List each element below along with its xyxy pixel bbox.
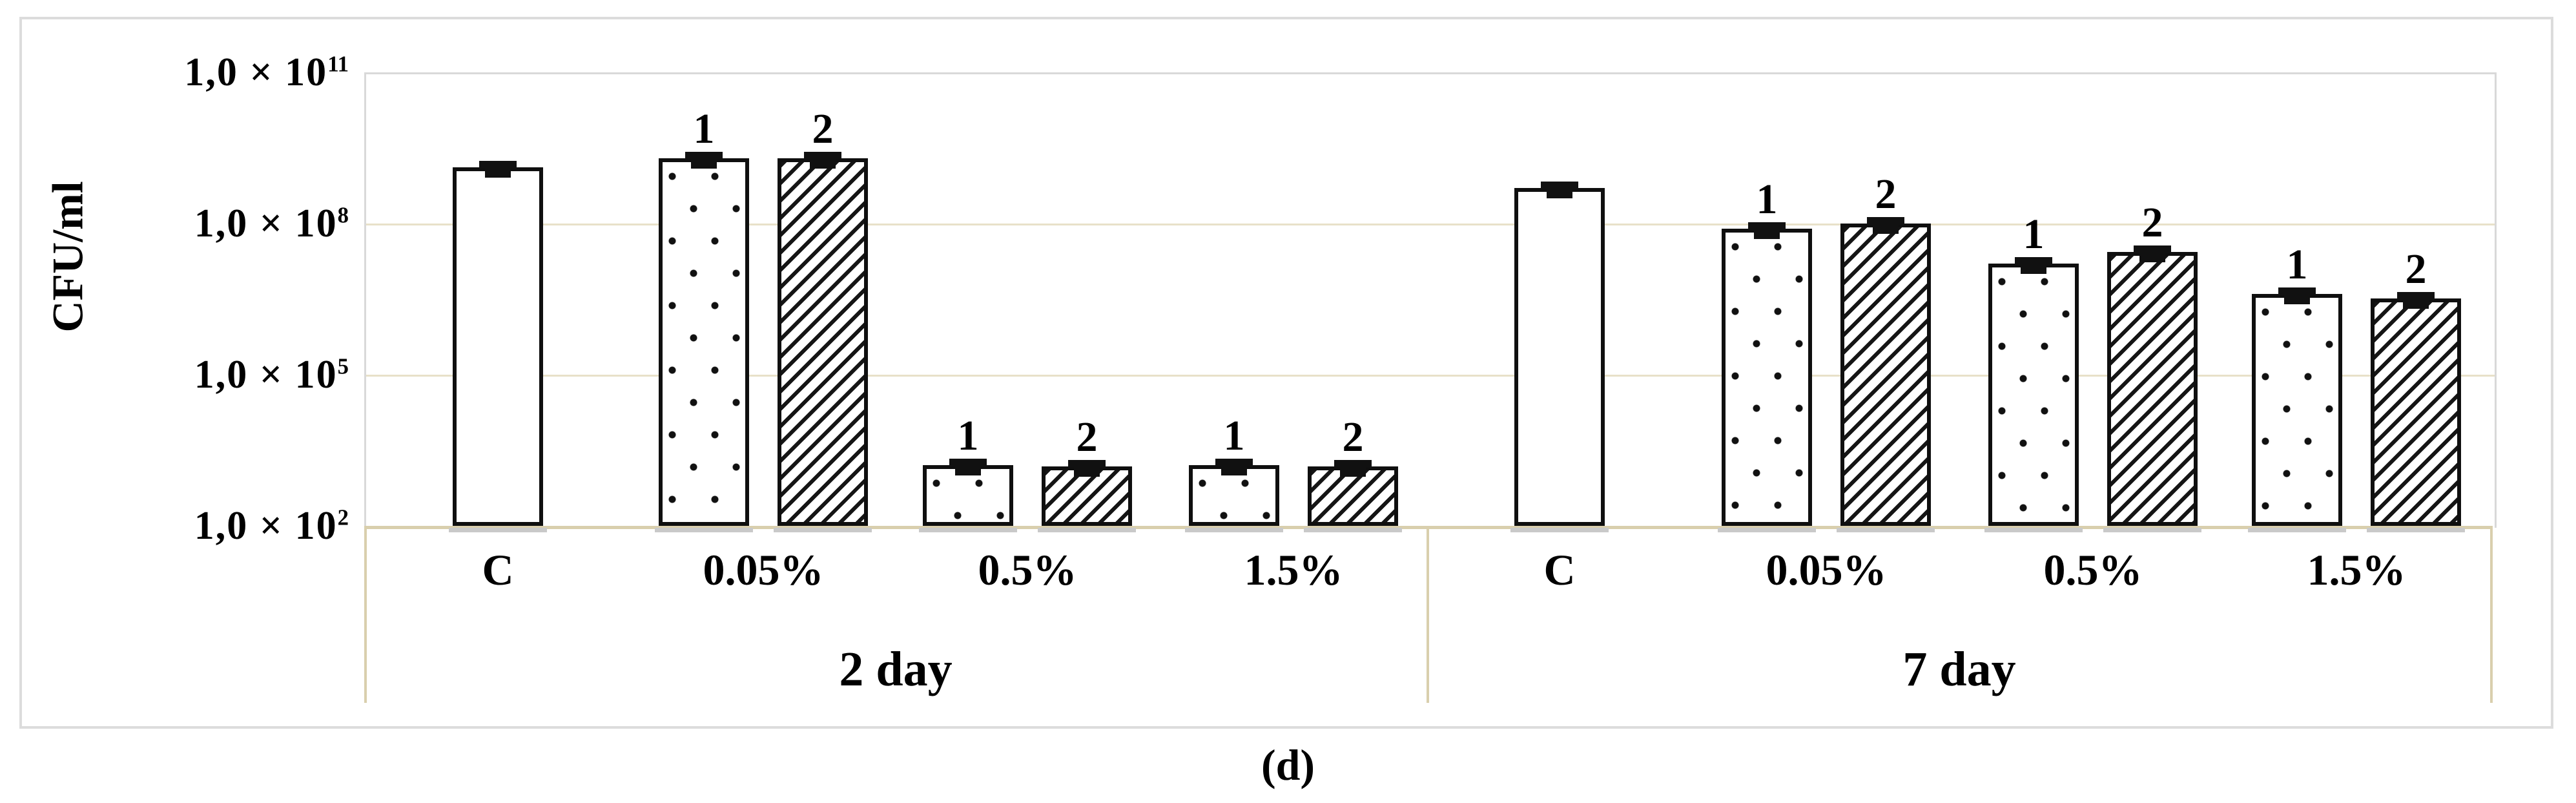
- figure-caption: (d): [1261, 740, 1315, 789]
- bar-2day-C: [453, 161, 543, 526]
- error-bar: [1873, 225, 1899, 234]
- bar-series-label: 1: [2286, 241, 2308, 289]
- y-axis-title: CFU/ml: [43, 181, 92, 333]
- bar-series-label: 1: [957, 412, 979, 460]
- y-tick-base: 1,0 × 10: [194, 202, 338, 245]
- bar-base-shadow: [919, 528, 1017, 532]
- bar-base-shadow: [1984, 528, 2083, 532]
- error-bar: [1754, 229, 1780, 239]
- bar-series-label: 1: [1756, 175, 1778, 223]
- bar-7day-0.05%-1: 1: [1722, 178, 1812, 526]
- category-tick-label: 0.5%: [978, 545, 1077, 594]
- bar-base-shadow: [1510, 528, 1609, 532]
- category-separator-left: [364, 526, 367, 703]
- bar-base-shadow: [655, 528, 753, 532]
- error-bar-cap: [2015, 257, 2052, 266]
- group-tick-label: 2 day: [839, 642, 953, 696]
- error-bar-cap: [1215, 459, 1253, 467]
- bar-base-shadow: [1038, 528, 1136, 532]
- bar-series-label: 1: [1223, 412, 1245, 460]
- error-bar-cap: [804, 151, 841, 160]
- bar-series-label: 2: [1875, 171, 1897, 218]
- bar-series-label: 2: [1076, 413, 1098, 461]
- figure-border: [19, 17, 2553, 729]
- y-tick-exponent: 2: [337, 505, 349, 530]
- group-tick-label: 7 day: [1902, 642, 2016, 696]
- bar-7day-0.5%-2: 2: [2107, 202, 2198, 526]
- category-tick-label: C: [482, 545, 514, 594]
- category-tick-label: 1.5%: [1244, 545, 1343, 594]
- bar-base-shadow: [1718, 528, 1816, 532]
- bar-base-shadow: [1837, 528, 1935, 532]
- bar-base-shadow: [2367, 528, 2465, 532]
- error-bar: [1074, 468, 1100, 477]
- error-bar-cap: [2278, 287, 2316, 296]
- bar-7day-0.05%-2: 2: [1840, 173, 1931, 526]
- error-bar-cap: [479, 161, 517, 169]
- error-bar: [1221, 466, 1247, 476]
- y-tick-exponent: 11: [327, 51, 349, 77]
- bar-base-shadow: [2103, 528, 2201, 532]
- category-tick-label: 1.5%: [2307, 545, 2406, 594]
- error-bar: [691, 159, 717, 169]
- error-bar-cap: [1748, 222, 1786, 230]
- error-bar: [2139, 253, 2165, 263]
- y-tick-base: 1,0 × 10: [184, 50, 328, 94]
- category-tick-label: 0.5%: [2043, 545, 2143, 594]
- bar-7day-C: [1514, 182, 1605, 526]
- y-tick-exponent: 8: [337, 202, 349, 228]
- bar-7day-0.5%-1: 1: [1988, 213, 2079, 526]
- bar-series-label: 1: [2023, 211, 2045, 258]
- bar-series-label: 1: [693, 105, 715, 152]
- y-tick-1e2: 1,0 × 102: [0, 506, 349, 546]
- error-bar: [2403, 299, 2429, 309]
- category-separator-middle: [1427, 526, 1429, 703]
- bar-series-label: 2: [2141, 199, 2163, 247]
- error-bar: [485, 169, 511, 178]
- gridline-1e5: [366, 375, 2495, 377]
- bar-series-label: 2: [1342, 413, 1364, 461]
- error-bar: [1547, 189, 1572, 199]
- bar-2day-0.5%-2: 2: [1042, 416, 1132, 526]
- error-bar-cap: [2134, 245, 2171, 254]
- bar-2day-0.05%-2: 2: [778, 107, 868, 526]
- error-bar-cap: [685, 151, 723, 160]
- bar-base-shadow: [449, 528, 547, 532]
- category-separator-right: [2490, 526, 2493, 703]
- bar-7day-1.5%-2: 2: [2371, 247, 2461, 526]
- error-bar-cap: [1541, 182, 1578, 190]
- bar-2day-0.05%-1: 1: [659, 107, 749, 526]
- bar-series-label: 2: [2405, 245, 2427, 293]
- error-bar-cap: [1867, 217, 1904, 225]
- error-bar: [1340, 468, 1366, 477]
- error-bar-cap: [2397, 291, 2435, 300]
- y-tick-1e11: 1,0 × 1011: [0, 52, 349, 92]
- y-tick-base: 1,0 × 10: [194, 504, 338, 548]
- bar-2day-1.5%-1: 1: [1189, 415, 1279, 526]
- gridline-1e8: [366, 224, 2495, 225]
- bar-series-label: 2: [812, 105, 834, 152]
- bar-base-shadow: [2248, 528, 2346, 532]
- bar-2day-0.5%-1: 1: [923, 415, 1013, 526]
- error-bar: [955, 466, 981, 476]
- bar-2day-1.5%-2: 2: [1308, 416, 1398, 526]
- error-bar: [2021, 265, 2046, 275]
- bar-base-shadow: [1185, 528, 1283, 532]
- category-tick-label: C: [1543, 545, 1576, 594]
- category-tick-label: 0.05%: [1766, 545, 1887, 594]
- bar-base-shadow: [1304, 528, 1402, 532]
- error-bar-cap: [1334, 460, 1372, 468]
- error-bar: [2284, 295, 2310, 305]
- bar-7day-1.5%-1: 1: [2252, 244, 2342, 526]
- error-bar-cap: [949, 459, 987, 467]
- y-tick-base: 1,0 × 10: [194, 353, 338, 397]
- y-tick-1e8: 1,0 × 108: [0, 203, 349, 244]
- y-tick-exponent: 5: [337, 353, 349, 379]
- error-bar-cap: [1068, 460, 1106, 468]
- category-tick-label: 0.05%: [703, 545, 824, 594]
- bar-base-shadow: [774, 528, 872, 532]
- error-bar: [810, 159, 836, 169]
- y-tick-1e5: 1,0 × 105: [0, 355, 349, 395]
